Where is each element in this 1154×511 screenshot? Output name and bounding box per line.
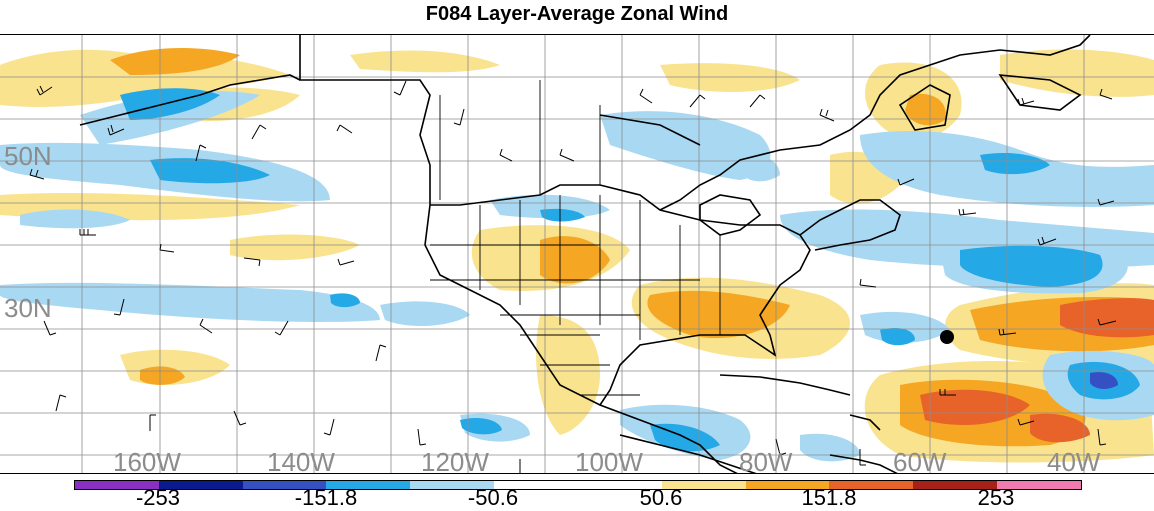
lon-label-80w: 80W (739, 447, 793, 474)
lon-label-60w: 60W (893, 447, 947, 474)
shade-negative-light (20, 209, 130, 229)
colorbar (74, 480, 1082, 490)
lon-label-100w: 100W (575, 447, 643, 474)
shade-negative-light (600, 111, 771, 180)
colorbar-label: 50.6 (639, 485, 683, 510)
colorbar-swatch (997, 481, 1081, 489)
colorbar-swatch (745, 481, 830, 489)
shade-positive-strong (920, 389, 1030, 425)
map-title: F084 Layer-Average Zonal Wind (425, 3, 729, 25)
shade-negative-light (800, 433, 860, 462)
location-marker (940, 330, 954, 344)
shade-negative-light (0, 282, 380, 322)
lon-label-120w: 120W (421, 447, 489, 474)
colorbar-label: -253 (135, 485, 181, 510)
colorbar-swatch (661, 481, 746, 489)
shade-negative-strong (1090, 372, 1118, 389)
coastlines (79, 35, 1091, 473)
colorbar-swatch (577, 481, 662, 489)
colorbar-swatch (494, 481, 578, 489)
shade-negative-mid (540, 208, 585, 222)
map-panel: 50N 30N 160W 140W 120W 100W 80W 60W 40W (0, 34, 1154, 474)
shade-positive-light (536, 315, 600, 435)
colorbar-swatch (158, 481, 243, 489)
shade-positive-light (1000, 49, 1154, 97)
lat-label-30n: 30N (4, 293, 52, 323)
shade-negative-mid (880, 328, 915, 346)
state-borders (430, 80, 721, 396)
shade-negative-mid (330, 293, 360, 308)
shade-positive-light (660, 63, 800, 92)
shade-positive-mid (647, 290, 790, 339)
shade-positive-light (350, 50, 500, 73)
shade-negative-mid (980, 153, 1050, 175)
colorbar-label: 151.8 (801, 485, 857, 510)
shade-positive-strong (1060, 298, 1154, 338)
wind-shading (0, 48, 1154, 463)
shade-positive-strong (1030, 413, 1090, 443)
colorbar-swatch (829, 481, 914, 489)
shade-negative-mid (460, 418, 502, 435)
colorbar-label: -151.8 (294, 485, 358, 510)
lat-label-50n: 50N (4, 141, 52, 171)
shade-positive-light (230, 234, 360, 261)
wind-barbs (29, 80, 1117, 473)
map-canvas (0, 35, 1154, 473)
graticule (0, 35, 1154, 473)
shade-positive-mid (110, 48, 240, 75)
shade-negative-light (380, 301, 470, 327)
colorbar-swatch (410, 481, 495, 489)
colorbar-label: -50.6 (467, 485, 519, 510)
colorbar-swatch (75, 481, 159, 489)
shade-positive-mid (540, 236, 610, 284)
shade-negative-mid (960, 245, 1103, 287)
colorbar-swatch (913, 481, 998, 489)
colorbar-swatch (326, 481, 411, 489)
colorbar-swatch (242, 481, 327, 489)
lon-label-40w: 40W (1047, 447, 1101, 474)
lon-label-160w: 160W (113, 447, 181, 474)
lon-label-140w: 140W (267, 447, 335, 474)
shade-negative-mid (150, 158, 270, 184)
shade-positive-mid (905, 93, 946, 126)
colorbar-label: 253 (977, 485, 1015, 510)
